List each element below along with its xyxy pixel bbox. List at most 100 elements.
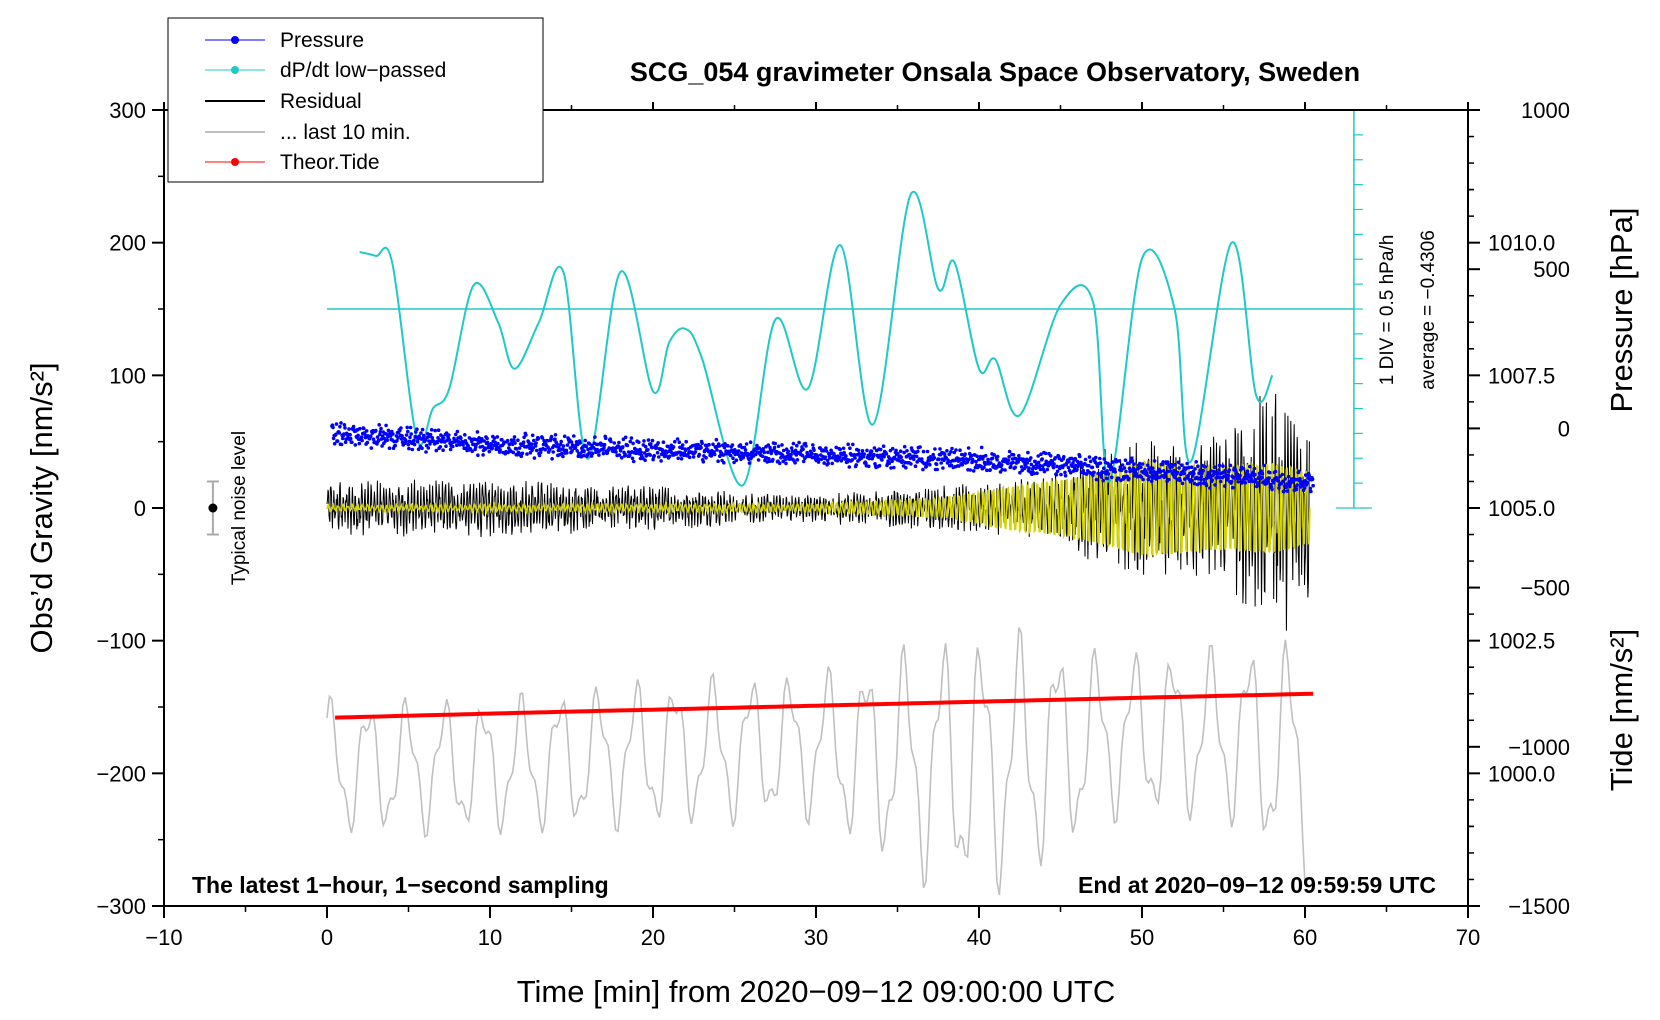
pressure-point xyxy=(387,446,392,451)
pressure-point xyxy=(425,432,430,436)
legend-label-last10: ... last 10 min. xyxy=(280,121,411,144)
residual-line xyxy=(326,393,1310,631)
pressure-point xyxy=(342,423,347,427)
pressure-point xyxy=(756,458,761,462)
left-tick-label: −300 xyxy=(96,894,146,919)
pressure-point xyxy=(884,452,889,456)
pressure-point xyxy=(1109,465,1113,469)
pressure-point xyxy=(1088,459,1093,464)
pressure-point xyxy=(1009,464,1013,469)
pressure-point xyxy=(964,457,969,461)
pressure-point xyxy=(659,459,663,463)
pressure-point xyxy=(581,453,586,458)
pressure-point xyxy=(795,458,800,462)
pressure-point xyxy=(1202,477,1206,482)
pressure-point xyxy=(1159,469,1163,474)
pressure-point xyxy=(536,436,541,441)
pressure-point xyxy=(968,468,973,472)
tide-tick-label: −1000 xyxy=(1508,735,1570,760)
pressure-point xyxy=(569,440,574,444)
pressure-point xyxy=(902,450,906,455)
pressure-point xyxy=(1178,478,1182,483)
pressure-point xyxy=(1063,470,1067,475)
pressure-point xyxy=(391,432,395,436)
pressure-point xyxy=(656,441,660,445)
pressure-point xyxy=(933,447,937,451)
pressure-point xyxy=(334,422,339,426)
pressure-point xyxy=(971,459,975,463)
pressure-point xyxy=(762,450,767,455)
pressure-point xyxy=(1019,465,1024,469)
pressure-point xyxy=(949,450,953,454)
pressure-point xyxy=(717,444,722,448)
pressure-point xyxy=(1032,471,1036,476)
pressure-point xyxy=(559,439,563,444)
pressure-point xyxy=(732,460,736,465)
pressure-point xyxy=(667,454,672,459)
plot-data-layer xyxy=(206,109,1372,896)
pressure-point xyxy=(631,441,635,446)
pressure-point xyxy=(862,452,866,456)
pressure-point xyxy=(1149,479,1154,484)
pressure-point xyxy=(351,424,356,429)
pressure-point xyxy=(860,449,865,453)
pressure-point xyxy=(415,439,420,444)
pressure-point xyxy=(339,442,344,447)
pressure-point xyxy=(1090,465,1095,470)
pressure-point xyxy=(1282,489,1286,493)
pressure-point xyxy=(748,440,753,445)
pressure-point xyxy=(1307,473,1311,478)
pressure-point xyxy=(826,461,830,466)
pressure-point xyxy=(712,452,717,457)
pressure-point xyxy=(679,457,684,461)
pressure-point xyxy=(1285,489,1290,493)
pressure-point xyxy=(1139,465,1143,470)
pressure-point xyxy=(1251,470,1255,474)
pressure-point xyxy=(983,453,988,458)
pressure-point xyxy=(364,429,369,433)
pressure-point xyxy=(1063,473,1068,478)
pressure-point xyxy=(1127,476,1131,481)
pressure-point xyxy=(795,443,799,448)
pressure-point xyxy=(854,463,858,467)
pressure-point xyxy=(385,438,390,443)
pressure-point xyxy=(1273,469,1278,474)
pressure-point xyxy=(350,440,354,445)
pressure-point xyxy=(1253,472,1257,477)
x-tick-label: 50 xyxy=(1130,925,1154,950)
pressure-point xyxy=(617,440,621,445)
pressure-point xyxy=(791,441,796,446)
pressure-point xyxy=(812,448,816,453)
pressure-point xyxy=(335,439,340,443)
pressure-point xyxy=(1256,481,1260,485)
dpdt-line xyxy=(359,190,1274,487)
pressure-point xyxy=(1124,469,1128,474)
pressure-point xyxy=(496,441,500,446)
tide-tick-label: 0 xyxy=(1558,416,1570,441)
pressure-point xyxy=(639,450,643,455)
pressure-point xyxy=(1268,470,1272,475)
pressure-tick-label: 1005.0 xyxy=(1488,496,1555,521)
pressure-point xyxy=(1104,476,1109,481)
pressure-point xyxy=(881,444,886,449)
pressure-point xyxy=(1039,452,1043,457)
pressure-point xyxy=(447,438,452,442)
pressure-point xyxy=(337,431,342,435)
pressure-point xyxy=(1193,467,1197,471)
pressure-point xyxy=(890,459,894,464)
pressure-point xyxy=(483,447,488,451)
pressure-point xyxy=(857,452,861,456)
pressure-point xyxy=(773,441,777,446)
pressure-point xyxy=(410,447,415,452)
pressure-point xyxy=(1123,458,1128,463)
pressure-point xyxy=(1259,469,1263,473)
pressure-point xyxy=(379,437,384,441)
pressure-point xyxy=(913,464,918,469)
pressure-point xyxy=(1026,450,1030,455)
pressure-point xyxy=(1013,465,1018,470)
pressure-point xyxy=(368,434,373,439)
pressure-point xyxy=(823,455,828,460)
pressure-point xyxy=(995,458,999,462)
pressure-point xyxy=(1087,455,1092,459)
pressure-point xyxy=(1180,481,1185,486)
